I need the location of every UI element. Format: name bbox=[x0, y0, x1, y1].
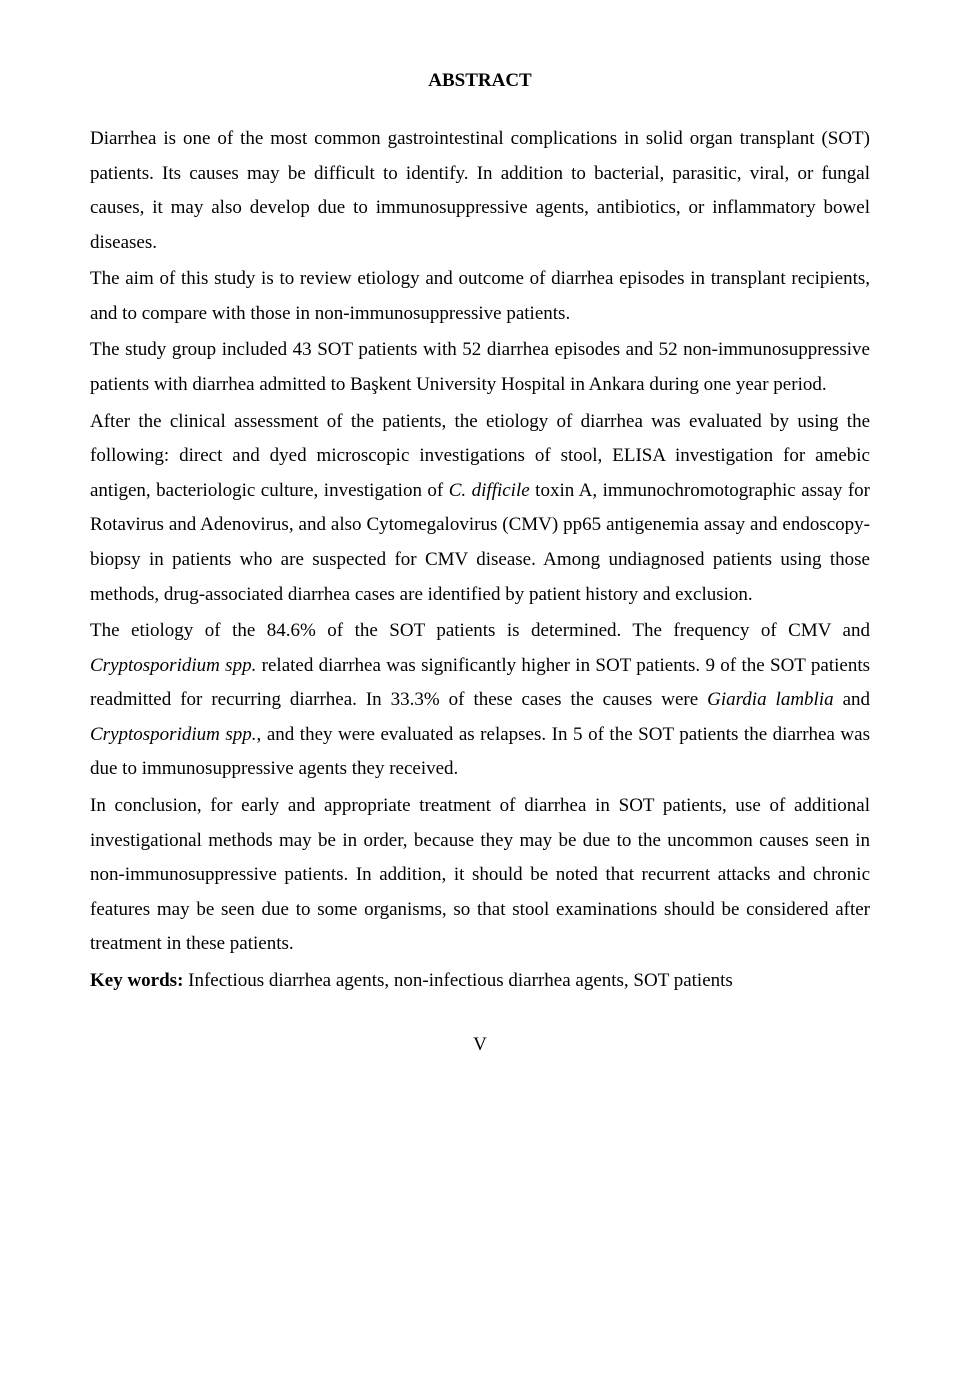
paragraph-methods: After the clinical assessment of the pat… bbox=[90, 405, 870, 612]
keywords-label: Key words: bbox=[90, 970, 183, 991]
text-span: and bbox=[834, 689, 870, 710]
species-name: Cryptosporidium spp. bbox=[90, 724, 257, 745]
paragraph-aim: The aim of this study is to review etiol… bbox=[90, 262, 870, 331]
paragraph-studygroup: The study group included 43 SOT patients… bbox=[90, 333, 870, 402]
species-name: Giardia lamblia bbox=[707, 689, 834, 710]
paragraph-conclusion: In conclusion, for early and appropriate… bbox=[90, 789, 870, 962]
text-span: The etiology of the 84.6% of the SOT pat… bbox=[90, 620, 870, 641]
abstract-title: ABSTRACT bbox=[90, 70, 870, 92]
paragraph-intro: Diarrhea is one of the most common gastr… bbox=[90, 122, 870, 260]
keywords-line: Key words: Infectious diarrhea agents, n… bbox=[90, 964, 870, 999]
species-name: C. difficile bbox=[449, 480, 530, 501]
species-name: Cryptosporidium spp. bbox=[90, 655, 256, 676]
paragraph-results: The etiology of the 84.6% of the SOT pat… bbox=[90, 614, 870, 787]
keywords-text: Infectious diarrhea agents, non-infectio… bbox=[183, 970, 732, 991]
document-page: ABSTRACT Diarrhea is one of the most com… bbox=[0, 0, 960, 1096]
page-number: V bbox=[90, 1034, 870, 1056]
